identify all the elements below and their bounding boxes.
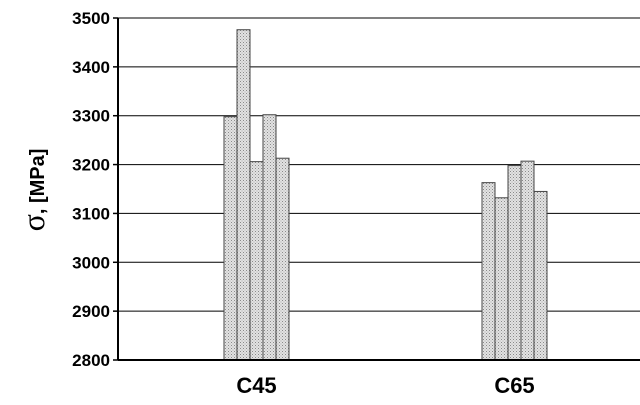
bar-c45-2 [236, 29, 251, 361]
bars [223, 29, 548, 361]
bar-c65-1 [481, 182, 496, 361]
y-tick-label: 3500 [72, 9, 110, 28]
y-tick-labels: 2800 2900 3000 3100 3200 3300 3400 3500 [72, 9, 110, 370]
y-tick-label: 3200 [72, 156, 110, 175]
x-category-label: C45 [236, 373, 276, 398]
bar-c45-4 [262, 114, 277, 361]
axes [113, 17, 640, 361]
bar-c65-5 [533, 190, 548, 361]
y-axis-title: σ, [MPa] [15, 149, 51, 232]
bar-c45-3 [249, 161, 264, 361]
y-tick-label: 3300 [72, 107, 110, 126]
y-tick-label: 3000 [72, 253, 110, 272]
bar-c65-4 [520, 160, 535, 361]
gridlines [118, 17, 640, 361]
y-tick-label: 2800 [72, 351, 110, 370]
bar-c65-2 [494, 197, 509, 361]
y-tick-label: 3100 [72, 204, 110, 223]
y-tick-label: 3400 [72, 58, 110, 77]
x-category-labels: C45 C65 [236, 373, 534, 398]
y-axis-title-unit: , [MPa] [27, 149, 49, 215]
bar-c65-3 [507, 165, 522, 361]
x-category-label: C65 [494, 373, 534, 398]
bar-c45-1 [223, 116, 238, 361]
bar-c45-5 [275, 157, 290, 361]
y-axis-title-symbol: σ [15, 214, 51, 231]
y-tick-label: 2900 [72, 302, 110, 321]
